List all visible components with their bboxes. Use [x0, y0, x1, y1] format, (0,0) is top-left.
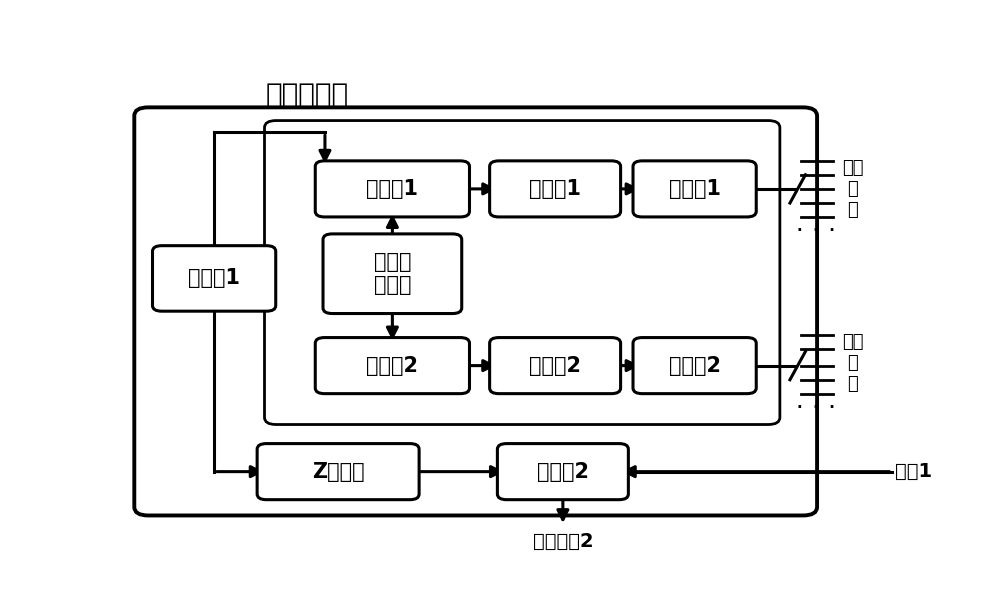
Text: ·  ·  ·: · · · [797, 400, 835, 414]
Text: 微波激励源: 微波激励源 [266, 81, 349, 109]
Text: 放大器2: 放大器2 [669, 356, 721, 376]
Text: 激励源1: 激励源1 [366, 179, 418, 199]
Text: 混频器2: 混频器2 [537, 461, 589, 482]
Text: ·  ·  ·: · · · [797, 223, 835, 238]
FancyBboxPatch shape [490, 338, 621, 394]
Text: 功分器2: 功分器2 [529, 356, 581, 376]
Text: 激励源2: 激励源2 [366, 356, 418, 376]
Text: 混频器1: 混频器1 [188, 269, 240, 288]
Text: 中频信号2: 中频信号2 [533, 531, 593, 550]
Text: Z倍频器: Z倍频器 [312, 461, 364, 482]
FancyBboxPatch shape [490, 161, 621, 217]
Text: 电子
开
关: 电子 开 关 [842, 334, 863, 393]
FancyBboxPatch shape [315, 338, 469, 394]
FancyBboxPatch shape [134, 107, 817, 515]
FancyBboxPatch shape [257, 444, 419, 499]
Text: 功分器1: 功分器1 [529, 179, 581, 199]
FancyBboxPatch shape [497, 444, 628, 499]
FancyBboxPatch shape [153, 245, 276, 311]
FancyBboxPatch shape [633, 161, 756, 217]
FancyBboxPatch shape [264, 121, 780, 425]
FancyBboxPatch shape [315, 161, 469, 217]
FancyBboxPatch shape [633, 338, 756, 394]
Text: 放大器1: 放大器1 [669, 179, 721, 199]
Text: 信号1: 信号1 [895, 462, 932, 481]
Text: 频率参
考单元: 频率参 考单元 [374, 252, 411, 296]
FancyBboxPatch shape [323, 234, 462, 313]
Text: 电子
开
关: 电子 开 关 [842, 159, 863, 218]
